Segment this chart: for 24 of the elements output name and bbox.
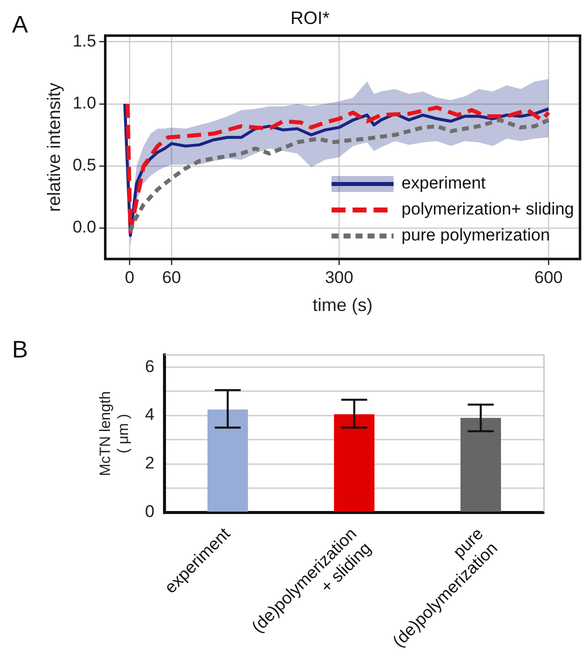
x-tick-label: 0 xyxy=(124,268,134,287)
y-tick-label: 0.5 xyxy=(72,156,96,175)
bar xyxy=(460,418,501,512)
x-tick-label: 600 xyxy=(534,268,563,287)
y-tick-label: 0.0 xyxy=(72,218,96,237)
legend-label: polymerization+ sliding xyxy=(402,200,574,219)
y-tick-label: 6 xyxy=(144,356,154,376)
y-axis-title: relative intensity xyxy=(44,82,64,212)
y-tick-label: 2 xyxy=(144,454,154,473)
bar xyxy=(334,414,374,512)
legend-label: pure polymerization xyxy=(402,226,550,245)
y-tick-label: 4 xyxy=(144,405,154,424)
text: B xyxy=(12,336,28,364)
chart-title: ROI* xyxy=(290,8,330,28)
legend-label: experiment xyxy=(402,174,486,193)
text: A xyxy=(12,12,28,39)
y-tick-label: 0 xyxy=(144,502,154,521)
x-axis-title: time (s) xyxy=(312,295,373,316)
bar xyxy=(207,409,248,512)
x-tick-label: 60 xyxy=(162,268,182,287)
x-tick-label: 300 xyxy=(324,268,354,287)
y-tick-label: 1.0 xyxy=(72,94,96,113)
y-tick-label: 1.5 xyxy=(72,31,96,50)
y-axis-title: McTN length ( μm ) xyxy=(97,391,132,476)
